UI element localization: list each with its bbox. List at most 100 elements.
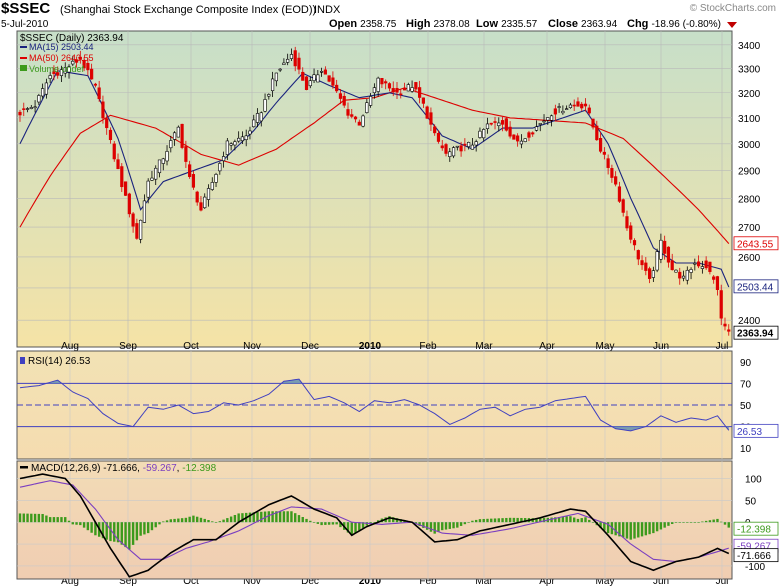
candle-body xyxy=(274,72,278,82)
candle-body xyxy=(549,115,554,121)
macd-histogram-bar xyxy=(618,522,621,537)
candle-body xyxy=(97,87,101,100)
candle-body xyxy=(651,270,655,278)
candle-body xyxy=(63,67,67,74)
macd-histogram-bar xyxy=(199,517,203,523)
month-label-bottom: Jun xyxy=(653,576,669,586)
macd-histogram-bar xyxy=(712,519,715,523)
macd-histogram-bar xyxy=(584,517,587,523)
candle-body xyxy=(282,62,286,65)
macd-histogram-bar xyxy=(188,516,191,523)
candle-body xyxy=(497,122,501,126)
macd-value: -71.666 xyxy=(737,551,771,562)
candle-body xyxy=(108,129,113,141)
candle-body xyxy=(568,104,573,108)
macd-histogram-bar xyxy=(286,511,289,523)
macd-histogram-bar xyxy=(320,522,323,526)
candle-body xyxy=(342,95,346,106)
macd-histogram-bar xyxy=(395,518,399,523)
candle-body xyxy=(301,71,305,81)
macd-histogram-bar xyxy=(327,522,331,525)
date-label: 5-Jul-2010 xyxy=(1,19,49,30)
candle-body xyxy=(640,260,644,266)
macd-value-box xyxy=(733,548,779,563)
candle-body xyxy=(451,147,456,157)
candle-body xyxy=(519,140,524,145)
candle-body xyxy=(127,193,131,215)
candle-body xyxy=(176,126,180,138)
ma15-value-badge-box xyxy=(733,279,779,294)
macd-histogram-bar xyxy=(482,518,485,523)
candle-body xyxy=(131,213,135,227)
candle-body xyxy=(304,76,309,90)
candle-body xyxy=(674,269,678,273)
candle-body xyxy=(455,145,459,148)
candle-body xyxy=(350,114,354,117)
macd-histogram-bar xyxy=(633,522,636,539)
macd-histogram-bar xyxy=(90,522,93,533)
month-label-top: Mar xyxy=(475,341,493,352)
macd-histogram-bar xyxy=(727,522,730,528)
candle-body xyxy=(365,102,369,113)
candle-body xyxy=(719,290,723,319)
candle-body xyxy=(25,108,30,110)
candle-body xyxy=(316,74,320,83)
macd-histogram-bar xyxy=(233,514,237,523)
candle-body xyxy=(500,120,505,125)
macd-histogram-bar xyxy=(297,515,301,523)
macd-histogram-bar xyxy=(135,522,139,541)
macd-histogram-bar xyxy=(716,518,719,523)
macd-histogram-bar xyxy=(162,521,165,523)
macd-histogram-bar xyxy=(241,513,244,523)
macd-histogram-bar xyxy=(278,511,282,523)
candle-body xyxy=(504,118,508,131)
candle-body xyxy=(59,69,64,76)
ohlc-low: Low 2335.57 xyxy=(476,18,538,30)
candle-body xyxy=(259,112,263,122)
candle-body xyxy=(278,68,282,71)
candle-body xyxy=(71,60,75,65)
candle-body xyxy=(252,119,256,128)
candle-body xyxy=(478,130,482,138)
rsi-tick-label: 10 xyxy=(740,444,752,455)
candle-body xyxy=(580,103,584,109)
candle-body xyxy=(591,118,595,128)
macd-histogram-bar xyxy=(180,518,184,523)
watermark: © StockCharts.com xyxy=(690,3,776,14)
macd-histogram-bar xyxy=(682,522,685,523)
macd-histogram-bar xyxy=(490,518,493,523)
macd-histogram-bar xyxy=(693,522,697,523)
macd-histogram-bar xyxy=(331,522,335,525)
macd-histogram-bar xyxy=(569,516,572,523)
candle-body xyxy=(410,87,414,92)
candle-body xyxy=(493,121,497,123)
macd-panel-background xyxy=(16,460,733,580)
macd-histogram-bar xyxy=(629,522,632,540)
candle-body xyxy=(406,84,410,92)
macd-histogram-bar xyxy=(229,516,233,523)
candle-body xyxy=(391,88,395,93)
macd-histogram-bar xyxy=(139,522,142,536)
candle-body xyxy=(704,260,708,269)
macd-histogram-bar xyxy=(550,517,553,523)
candle-body xyxy=(723,323,727,327)
macd-histogram-bar xyxy=(486,518,489,523)
macd-tick-label: 50 xyxy=(745,496,757,507)
macd-histogram-bar xyxy=(452,522,455,529)
macd-histogram-bar xyxy=(720,521,723,523)
candle-body xyxy=(331,77,335,86)
ohlc-row: Open 2358.75 High 2378.08 Low 2335.57 Close… xyxy=(329,18,721,30)
month-label-bottom: Aug xyxy=(61,576,79,586)
candle-body xyxy=(289,54,294,59)
macd-histogram-bar xyxy=(467,522,470,523)
macd-histogram-bar xyxy=(358,522,361,531)
macd-histogram-bar xyxy=(361,522,365,528)
month-label-bottom: Jul xyxy=(716,576,729,586)
candle-body xyxy=(353,116,358,120)
candle-body xyxy=(583,103,588,107)
candle-body xyxy=(602,151,606,155)
macd-histogram-bar xyxy=(282,511,286,523)
candle-body xyxy=(191,174,196,188)
macd-histogram-bar xyxy=(723,522,727,525)
macd-legend-swatch xyxy=(20,466,28,469)
